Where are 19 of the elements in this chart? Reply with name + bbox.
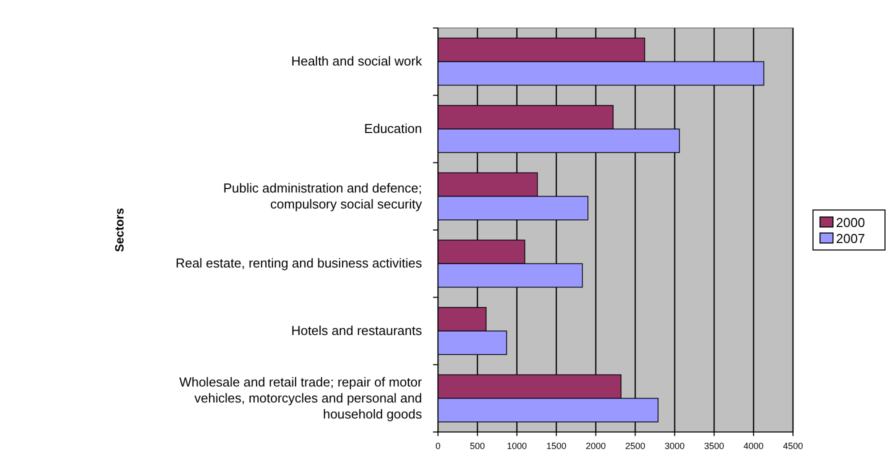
x-tick-label: 4000 <box>744 441 764 451</box>
x-tick-label: 3000 <box>664 441 685 451</box>
x-tick-label: 4500 <box>782 441 804 451</box>
x-tick-label: 1500 <box>546 441 566 451</box>
y-tick-label: Public administration and defence; compulsory social security <box>223 180 422 212</box>
x-tick-label: 500 <box>470 441 485 451</box>
legend-label: 2000 <box>836 215 865 230</box>
y-tick-label: Education <box>364 121 422 136</box>
x-tick-label: 0 <box>435 441 441 451</box>
x-tick-label: 2000 <box>586 441 606 451</box>
legend-label: 2007 <box>836 231 865 246</box>
y-axis-title: Sectors <box>112 208 127 252</box>
x-tick-label: 1000 <box>506 441 527 451</box>
x-tick-label: 2500 <box>625 441 646 451</box>
x-tick-label: 3500 <box>704 441 724 451</box>
y-tick-label: Real estate, renting and business activities <box>176 256 422 271</box>
y-tick-label: Wholesale and retail trade; repair of motor vehicles, motorcycles and personal and household goods <box>179 374 423 422</box>
y-tick-label: Hotels and restaurants <box>291 323 422 338</box>
y-tick-label: Health and social work <box>291 54 422 69</box>
